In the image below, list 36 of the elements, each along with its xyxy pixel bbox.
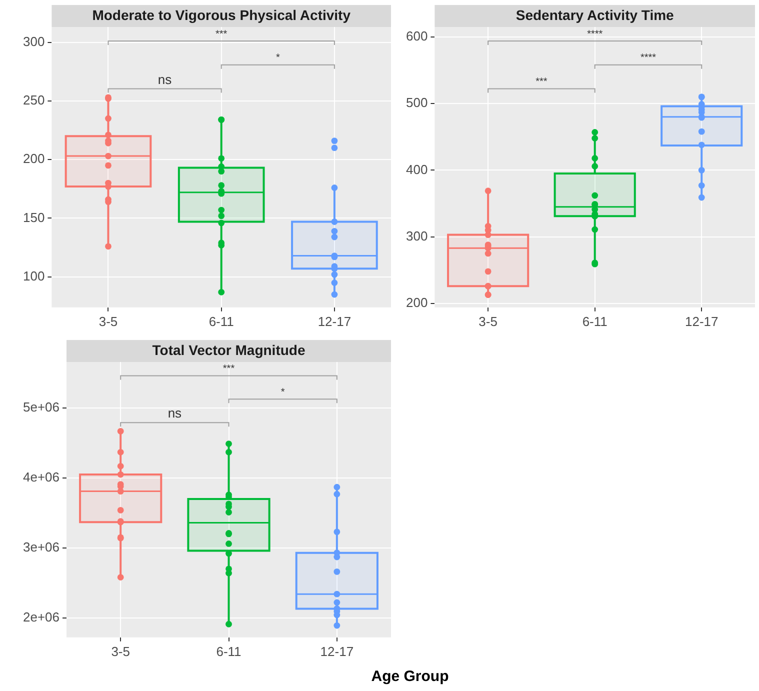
y-tick-label: 400 (406, 162, 428, 177)
annotation: *** (222, 364, 235, 375)
chart-title: Moderate to Vigorous Physical Activity (92, 6, 351, 23)
annotation: ns (168, 406, 182, 421)
y-tick-label: 100 (22, 268, 45, 284)
y-tick-label: 250 (22, 92, 45, 108)
annotation: **** (587, 28, 603, 40)
y-tick-label: 4e+06 (22, 470, 60, 485)
x-tick-label: 3-5 (98, 314, 118, 329)
chart-title: Sedentary Activity Time (516, 6, 674, 23)
x-tick-label: 3-5 (111, 644, 130, 659)
y-tick-label: 150 (22, 210, 45, 225)
annotation: * (280, 386, 285, 398)
x-axis-title: Age Group (370, 668, 450, 685)
y-tick-label: 2e+06 (22, 609, 60, 624)
y-tick-label: 300 (22, 34, 45, 49)
y-tick-label: 3e+06 (22, 540, 60, 555)
x-tick-label: 12-17 (320, 644, 354, 659)
annotation: ns (158, 72, 172, 87)
chart-title: Total Vector Magnitude (152, 342, 306, 358)
x-tick-label: 6-11 (582, 314, 608, 329)
x-tick-label: 3-5 (478, 314, 498, 329)
y-tick-label: 200 (22, 151, 45, 166)
annotation: *** (536, 76, 548, 88)
y-tick-label: 5e+06 (22, 400, 60, 415)
annotation: *** (216, 28, 228, 40)
x-tick-label: 12-17 (318, 314, 352, 329)
y-tick-label: 500 (406, 95, 428, 110)
y-tick-label: 300 (406, 228, 428, 244)
x-tick-label: 6-11 (216, 644, 242, 659)
y-tick-label: 600 (406, 28, 428, 44)
y-tick-label: 200 (406, 294, 428, 310)
annotation: **** (640, 52, 656, 64)
x-tick-label: 6-11 (208, 314, 234, 329)
x-tick-label: 12-17 (684, 314, 718, 329)
annotation: * (276, 52, 280, 64)
